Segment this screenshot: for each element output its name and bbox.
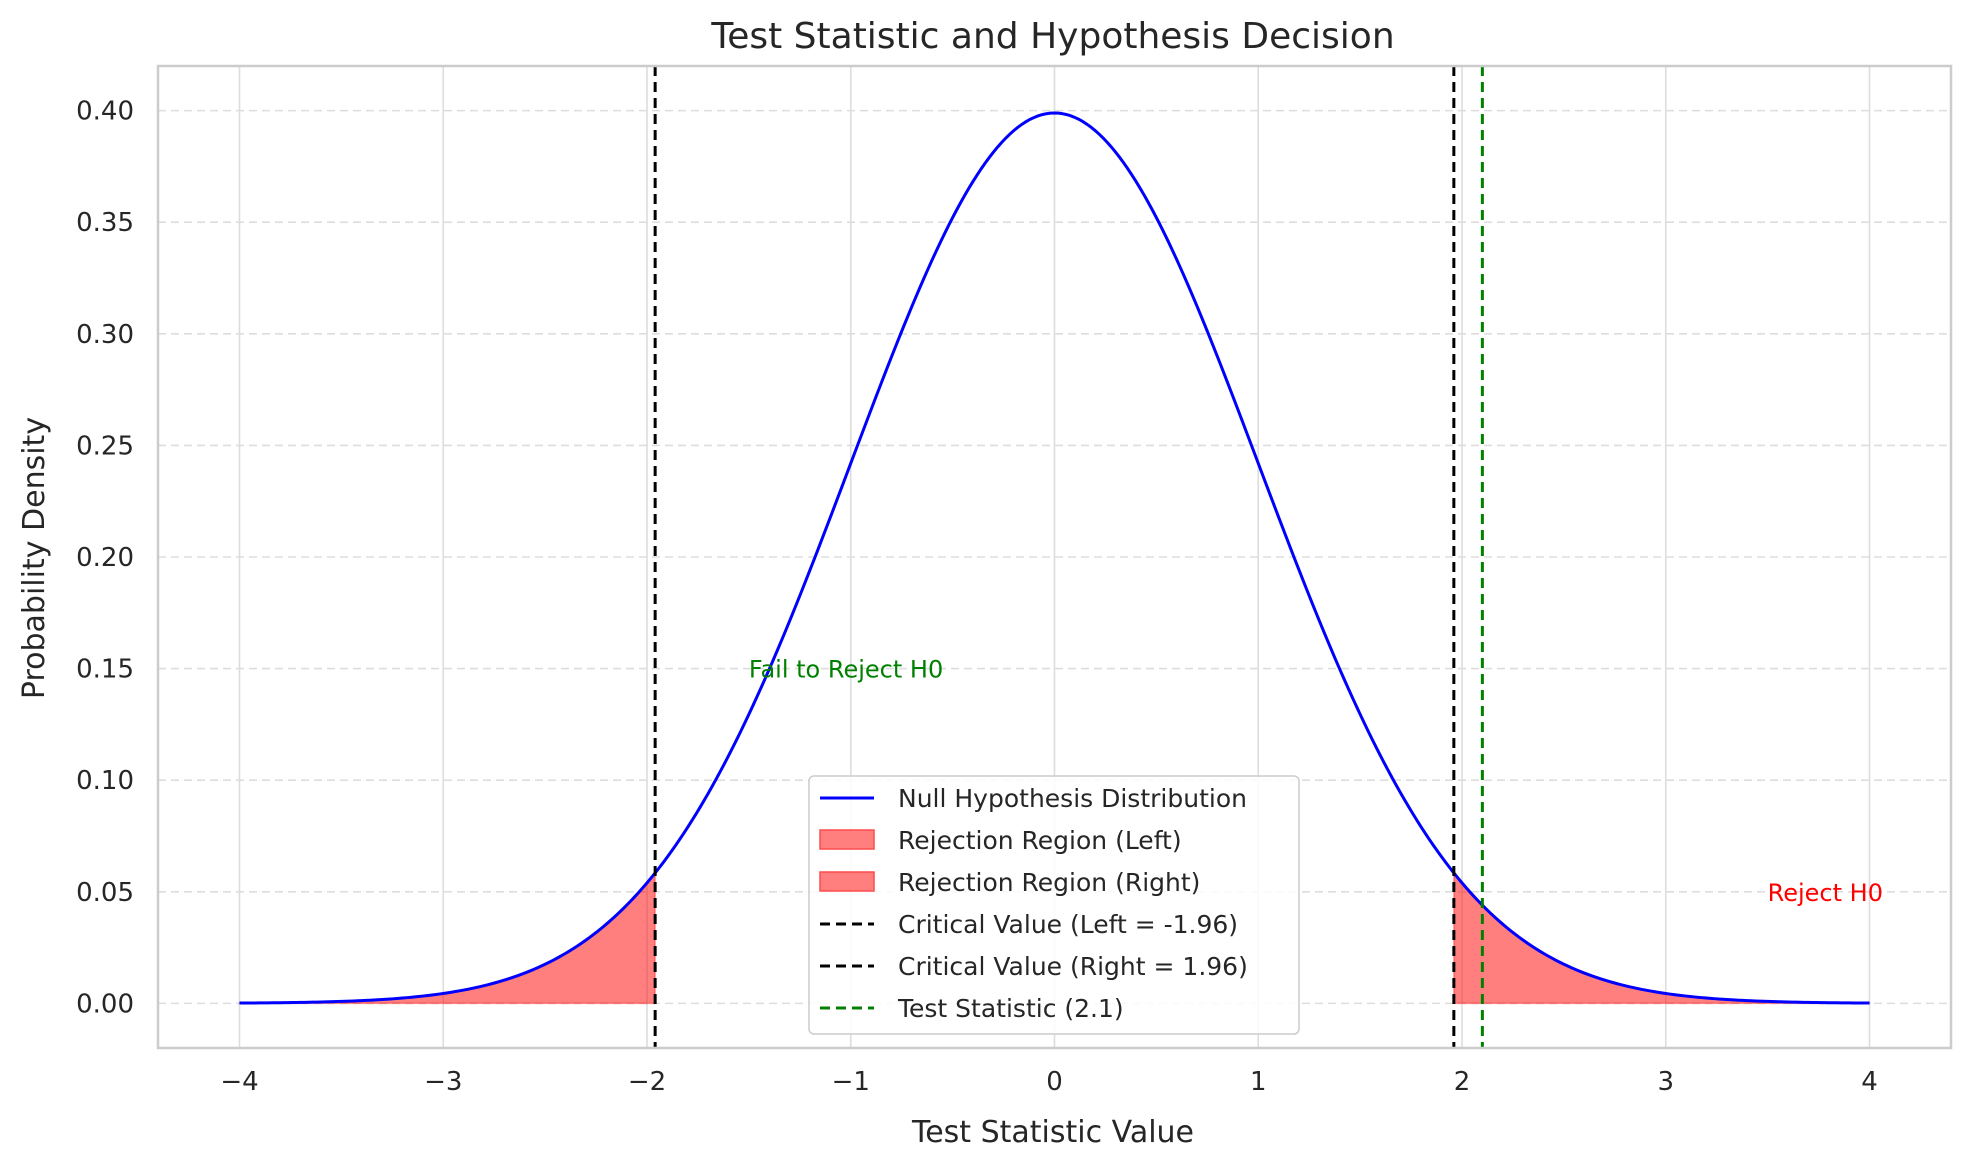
- x-tick-label: −1: [832, 1067, 870, 1097]
- annotations: Fail to Reject H0 Reject H0: [749, 656, 1883, 907]
- axes: [156, 64, 1953, 1050]
- x-tick-label: −3: [424, 1067, 462, 1097]
- y-tick-label: 0.10: [76, 766, 134, 796]
- annotation-fail-to-reject: Fail to Reject H0: [749, 656, 943, 684]
- x-axis-title: Test Statistic Value: [911, 1115, 1194, 1150]
- x-tick-label: 1: [1250, 1067, 1267, 1097]
- plot-frame: [156, 64, 1953, 1050]
- chart-title: Test Statistic and Hypothesis Decision: [710, 16, 1394, 57]
- y-tick-label: 0.35: [76, 208, 134, 238]
- x-tick-label: −4: [220, 1067, 258, 1097]
- series-lines: [239, 111, 1870, 1005]
- x-tick-label: 2: [1454, 1067, 1471, 1097]
- legend-swatch-rejection-right: [819, 871, 875, 892]
- y-tick-label: 0.30: [76, 320, 134, 350]
- x-tick-label: −2: [628, 1067, 666, 1097]
- y-tick-label: 0.20: [76, 543, 134, 573]
- grid: [158, 66, 1951, 1048]
- legend-label-null-distribution: Null Hypothesis Distribution: [898, 784, 1247, 813]
- legend-label-rejection-left: Rejection Region (Left): [898, 826, 1182, 855]
- y-tick-label: 0.00: [76, 989, 134, 1019]
- annotation-reject: Reject H0: [1768, 879, 1883, 907]
- legend-frame: [808, 775, 1300, 1035]
- legend-label-critical-left: Critical Value (Left = -1.96): [898, 910, 1238, 939]
- legend-label-critical-right: Critical Value (Right = 1.96): [898, 952, 1248, 981]
- vertical-lines: [653, 66, 1484, 1048]
- legend-label-rejection-right: Rejection Region (Right): [898, 868, 1200, 897]
- legend-label-test-statistic: Test Statistic (2.1): [897, 994, 1124, 1023]
- y-axis-title: Probability Density: [17, 417, 52, 699]
- y-tick-label: 0.40: [76, 97, 134, 127]
- y-tick-label: 0.25: [76, 431, 134, 461]
- x-tick-label: 3: [1657, 1067, 1674, 1097]
- y-tick-label: 0.15: [76, 655, 134, 685]
- null-distribution-line: [239, 111, 1870, 1005]
- x-tick-label: 0: [1046, 1067, 1063, 1097]
- legend-swatch-rejection-left: [819, 829, 875, 850]
- y-tick-label: 0.05: [76, 878, 134, 908]
- x-tick-label: 4: [1861, 1067, 1878, 1097]
- tick-labels: −4 −3 −2 −1 0 1 2 3 4 0.00 0.05 0.10 0.15 0.20 0.25 0.3…: [76, 97, 1878, 1097]
- legend: Null Hypothesis Distribution Rejection R…: [808, 775, 1300, 1035]
